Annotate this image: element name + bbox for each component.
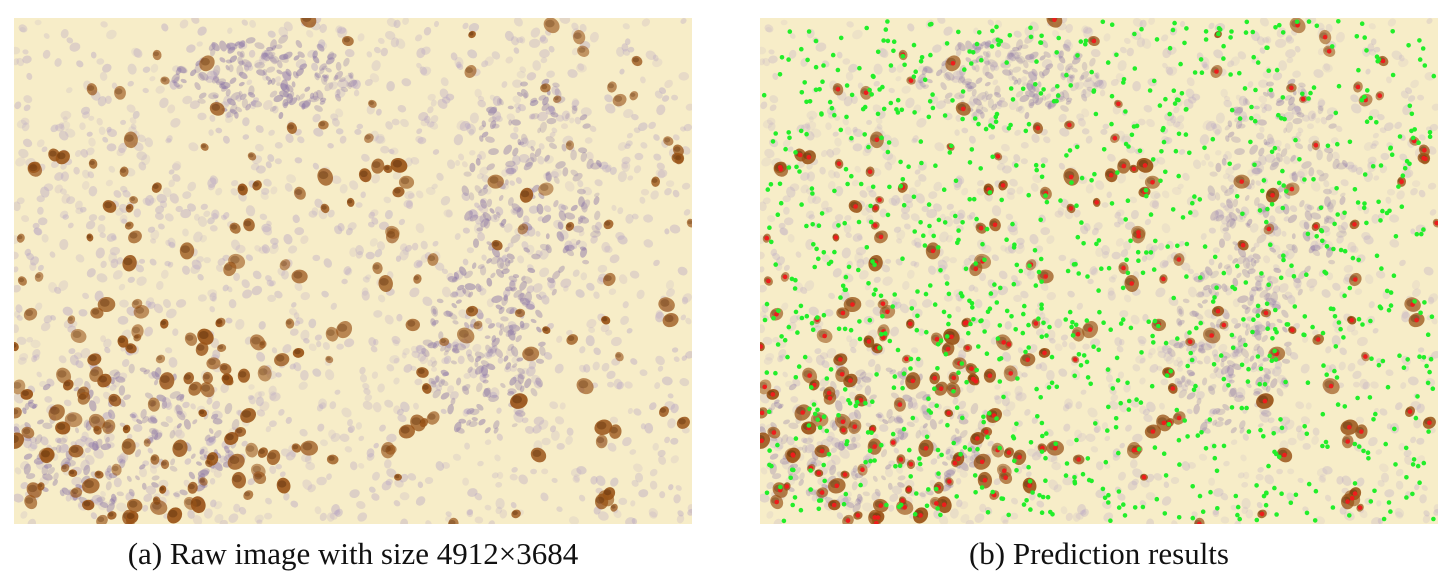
prediction-panel: [760, 18, 1438, 524]
raw-image-caption: (a) Raw image with size 4912×3684: [127, 536, 579, 571]
prediction-caption: (b) Prediction results: [968, 536, 1229, 571]
dab-positive-nuclei: [14, 18, 692, 524]
hematoxylin-nuclei: [760, 18, 1438, 524]
stromal-nuclei: [14, 34, 602, 513]
raw-tissue-image: [14, 18, 692, 524]
positive-cell-markers: [760, 18, 1438, 524]
negative-cell-markers: [761, 19, 1437, 524]
raw-image-panel: [14, 18, 692, 524]
prediction-image: [760, 18, 1438, 524]
